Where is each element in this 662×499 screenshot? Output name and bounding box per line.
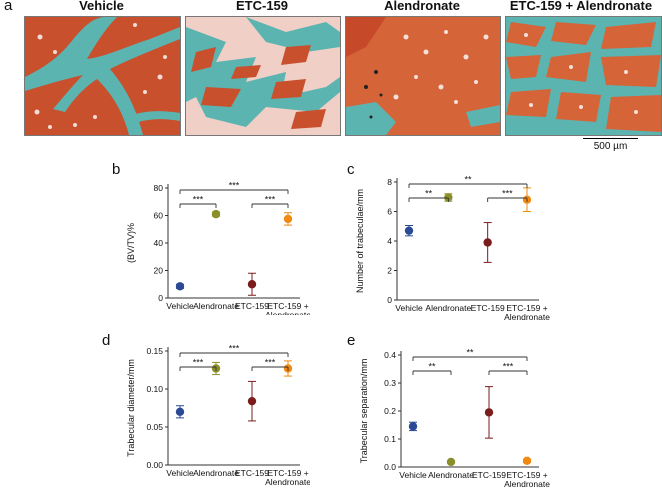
scale-bar-label: 500 µm (593, 141, 628, 152)
x-tick-label: Alendronate (504, 479, 550, 489)
chart-trabecular-separation: e 0.0 0.1 0.2 0.3 0.4 Trabecular separation/mm… (347, 333, 550, 489)
significance-label: *** (193, 358, 204, 368)
image-title-vehicle: Vehicle (79, 0, 124, 13)
x-tick-label: Alendronate (428, 470, 474, 480)
micrograph-vehicle (24, 16, 181, 136)
x-tick-label: ETC-159 (235, 468, 269, 478)
x-tick-label: Alendronate (193, 468, 239, 478)
significance-label: *** (229, 344, 240, 354)
data-point (522, 456, 532, 466)
y-tick-label: 0.0 (384, 462, 396, 472)
y-tick-label: 0.2 (384, 406, 396, 416)
y-tick-label: 0 (158, 293, 163, 303)
x-tick-label: Alendronate (265, 477, 310, 487)
y-tick-label: 6 (387, 207, 392, 217)
x-tick-label: Vehicle (399, 470, 427, 480)
data-point (175, 282, 185, 291)
significance-label: ** (428, 362, 436, 372)
micrograph-combo (505, 16, 662, 136)
x-tick-label: ETC-159 (472, 470, 506, 480)
x-tick-label: Alendronate (193, 301, 239, 311)
y-tick-label: 40 (154, 238, 164, 248)
data-point (408, 422, 418, 431)
chart-trabecular-diameter: d 0.00 0.05 0.10 0.15 Trabecular diameter/mm V… (102, 333, 310, 487)
panel-letter-c: c (347, 161, 355, 178)
y-axis-label: Trabecular separation/mm (359, 359, 369, 464)
y-tick-label: 0.00 (146, 460, 163, 470)
data-point (404, 226, 414, 235)
x-tick-label: Alendronate (425, 303, 471, 313)
micrograph-alendronate (345, 16, 501, 136)
image-title-etc159: ETC-159 (235, 0, 289, 13)
y-axis-label: (BV/TV)% (126, 223, 136, 263)
y-axis-label: Trabecular diameter/mm (126, 359, 136, 457)
y-tick-label: 0.05 (146, 422, 163, 432)
y-axis-label: Number of trabeculae/mm (355, 189, 365, 293)
y-tick-label: 4 (387, 236, 392, 246)
x-tick-label: Vehicle (166, 468, 194, 478)
data-point (483, 238, 492, 247)
y-tick-label: 0 (387, 295, 392, 305)
panel-letter-b: b (112, 161, 120, 178)
data-point (175, 407, 185, 416)
data-point (444, 193, 453, 202)
significance-label: *** (503, 362, 514, 372)
significance-label: ** (425, 189, 433, 199)
y-tick-label: 8 (387, 177, 392, 187)
y-tick-label: 20 (154, 266, 164, 276)
y-tick-label: 2 (387, 266, 392, 276)
data-point (211, 209, 221, 219)
x-tick-label: ETC-159 + (506, 303, 547, 313)
x-tick-label: Alendronate (265, 310, 310, 315)
significance-label: *** (265, 195, 276, 205)
x-tick-label: Vehicle (166, 301, 194, 311)
x-tick-label: ETC-159 (471, 303, 505, 313)
significance-label: *** (193, 195, 204, 205)
image-title-alendronate: Alendronate (384, 0, 460, 13)
y-tick-label: 0.1 (384, 434, 396, 444)
data-point (247, 396, 257, 406)
data-point (446, 457, 456, 467)
x-tick-label: ETC-159 + (267, 468, 308, 478)
significance-label: ** (464, 175, 472, 185)
data-point (283, 214, 293, 224)
x-tick-label: ETC-159 + (506, 470, 547, 480)
significance-label: *** (502, 189, 513, 199)
y-tick-label: 0.15 (146, 346, 163, 356)
image-title-combo: ETC-159 + Alendronate (509, 0, 653, 13)
significance-label: ** (466, 348, 474, 358)
significance-label: *** (229, 181, 240, 191)
data-point (484, 408, 494, 417)
scale-bar (583, 138, 638, 139)
micrograph-etc159 (185, 16, 341, 136)
y-tick-label: 0.4 (384, 350, 396, 360)
x-tick-label: Vehicle (395, 303, 423, 313)
x-tick-label: ETC-159 (235, 301, 269, 311)
y-tick-label: 0.10 (146, 384, 163, 394)
panel-letter-d: d (102, 333, 110, 349)
x-tick-label: ETC-159 + (267, 301, 308, 311)
data-point (247, 280, 257, 289)
y-tick-label: 60 (154, 211, 164, 221)
panel-letter-a: a (4, 0, 13, 14)
significance-label: *** (265, 358, 276, 368)
panel-letter-e: e (347, 333, 355, 349)
y-tick-label: 0.3 (384, 378, 396, 388)
y-tick-label: 80 (154, 183, 164, 193)
x-tick-label: Alendronate (504, 312, 550, 322)
